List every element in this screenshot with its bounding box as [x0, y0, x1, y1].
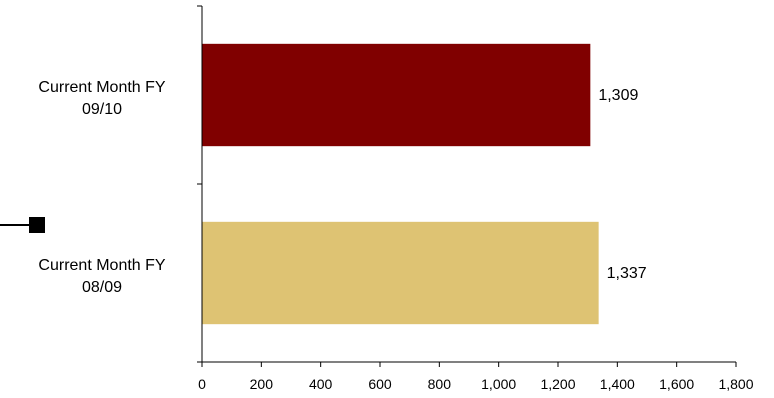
- x-tick-label-7: 1,400: [600, 376, 635, 392]
- x-tick-label-4: 800: [428, 376, 452, 392]
- legend-square: [29, 217, 45, 233]
- x-tick-label-1: 200: [250, 376, 274, 392]
- x-tick-label-3: 600: [368, 376, 392, 392]
- x-tick-label-9: 1,800: [718, 376, 753, 392]
- category-label-line-0-0: Current Month FY: [38, 79, 165, 96]
- x-tick-labels: 0 200 400 600 800 1,000 1,200 1,400 1,600 1,800: [198, 376, 754, 392]
- category-label-line-1-1: 08/09: [82, 279, 122, 296]
- legend-marker: [0, 217, 45, 233]
- x-tick-label-0: 0: [198, 376, 206, 392]
- category-label-line-1-0: Current Month FY: [38, 257, 165, 274]
- x-tick-label-2: 400: [309, 376, 333, 392]
- category-label-0: Current Month FY 09/10: [38, 79, 165, 118]
- bar-0: [202, 43, 591, 147]
- axes: [197, 5, 737, 367]
- category-label-1: Current Month FY 08/09: [38, 257, 165, 296]
- value-label-0: 1,309: [598, 87, 638, 104]
- bar-1: [202, 221, 599, 325]
- value-label-1: 1,337: [607, 265, 647, 282]
- value-labels: 1,309 1,337: [598, 87, 646, 282]
- category-label-line-0-1: 09/10: [82, 101, 122, 118]
- category-labels: Current Month FY 09/10 Current Month FY 08/…: [38, 79, 165, 296]
- x-tick-label-8: 1,600: [659, 376, 694, 392]
- x-tick-label-6: 1,200: [540, 376, 575, 392]
- bars: [202, 43, 599, 325]
- x-tick-label-5: 1,000: [481, 376, 516, 392]
